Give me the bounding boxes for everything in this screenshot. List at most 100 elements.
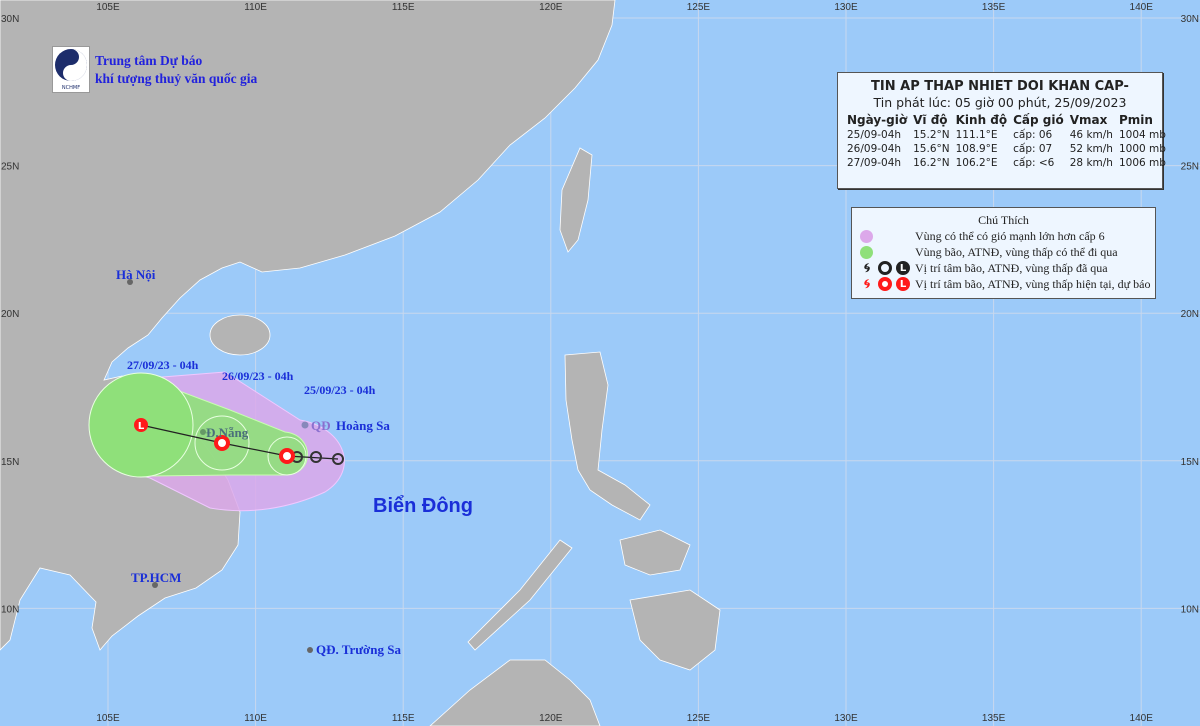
- logo-emblem: NCHMF: [52, 46, 90, 93]
- date-label-26: 26/09/23 - 04h: [222, 369, 294, 383]
- logo-line-1: Trung tâm Dự báo: [95, 52, 203, 68]
- legend-item: 🌀︎ L Vị trí tâm bão, ATNĐ, vùng thấp hiệ…: [852, 276, 1155, 292]
- lon-tick-label: 130E: [834, 2, 858, 13]
- bulletin-cell: 28 km/h: [1069, 157, 1113, 169]
- legend-item: Vùng bão, ATNĐ, vùng thấp có thể đi qua: [852, 244, 1155, 260]
- lat-tick-label: 15N: [1, 457, 19, 468]
- bulletin-box: TIN AP THAP NHIET DOI KHAN CAP- Tin phát…: [837, 72, 1166, 189]
- place-hanoi: Hà Nội: [116, 267, 156, 282]
- bulletin-table: Ngày-giờ Vĩ độ Kinh độ Cấp gió Vmax Pmin 25/0…: [847, 113, 1172, 170]
- pink-zone-icon: [860, 229, 873, 243]
- bulletin-row: 27/09-04h 16.2°N 106.2°E cấp: <6 28 km/h 1006…: [847, 156, 1172, 170]
- city-dot: [200, 429, 206, 435]
- lon-tick-label: 130E: [834, 713, 858, 724]
- storm-symbol-icon: 🌀︎: [863, 276, 871, 292]
- storm-symbol-icon: 🌀︎: [863, 260, 871, 276]
- bulletin-cell: 16.2°N: [913, 157, 950, 169]
- bulletin-cell: cấp: 06: [1013, 129, 1053, 141]
- bulletin-cell: 46 km/h: [1069, 129, 1113, 141]
- bulletin-header: Kinh độ: [955, 113, 1008, 127]
- nchmf-logo: NCHMF Trung tâm Dự báo khí tượng thuỷ vă…: [52, 46, 257, 93]
- lon-tick-label: 110E: [244, 2, 267, 13]
- lat-tick-label: 30N: [1, 14, 19, 25]
- forecast-cone: L: [88, 371, 345, 512]
- low-position-icon: [134, 418, 148, 432]
- low-symbol-icon: L: [896, 261, 910, 275]
- legend-item: 🌀︎ L Vị trí tâm bão, ATNĐ, vùng thấp đã …: [852, 260, 1155, 276]
- bulletin-cell: 52 km/h: [1069, 143, 1113, 155]
- lon-tick-label: 135E: [982, 2, 1006, 13]
- legend-item: Vùng có thể có gió mạnh lớn hơn cấp 6: [852, 228, 1155, 244]
- city-dot: [127, 279, 133, 285]
- bulletin-header: Cấp gió: [1013, 113, 1064, 127]
- island-dot: [307, 647, 313, 653]
- taiwan-island: [559, 147, 593, 253]
- date-label-27: 27/09/23 - 04h: [127, 358, 199, 372]
- bulletin-header: Vmax: [1069, 113, 1108, 127]
- lon-tick-label: 110E: [244, 713, 267, 724]
- lat-tick-label: 20N: [1181, 309, 1199, 320]
- bulletin-cell: cấp: <6: [1013, 157, 1055, 169]
- bulletin-row: 26/09-04h 15.6°N 108.9°E cấp: 07 52 km/h 1000…: [847, 142, 1172, 156]
- bulletin-cell: cấp: 07: [1013, 143, 1053, 155]
- svg-text:NCHMF: NCHMF: [62, 85, 80, 91]
- bulletin-issued: Tin phát lúc: 05 giờ 00 phút, 25/09/2023: [873, 95, 1127, 110]
- bulletin-cell: 108.9°E: [955, 143, 998, 155]
- logo-line-2: khí tượng thuỷ văn quốc gia: [95, 70, 258, 86]
- bulletin-cell: 27/09-04h: [847, 157, 902, 169]
- lon-tick-label: 140E: [1130, 2, 1154, 13]
- place-hoangsa-prefix: QĐ: [311, 418, 331, 433]
- bulletin-cell: 15.2°N: [913, 129, 950, 141]
- lon-tick-label: 115E: [392, 713, 415, 724]
- bulletin-title: TIN AP THAP NHIET DOI KHAN CAP-: [871, 79, 1129, 94]
- bulletin-header: Vĩ độ: [913, 113, 948, 127]
- bulletin-cell: 1000 mb: [1118, 143, 1166, 155]
- place-truongsa: QĐ. Trường Sa: [316, 642, 401, 657]
- lon-tick-label: 125E: [687, 713, 711, 724]
- lat-tick-label: 20N: [1, 309, 19, 320]
- depression-symbol-icon: [878, 277, 892, 291]
- bulletin-cell: 111.1°E: [955, 129, 998, 141]
- bulletin-header: Pmin: [1118, 113, 1153, 127]
- forecast-circle-25: [267, 436, 307, 476]
- legend-label: Vị trí tâm bão, ATNĐ, vùng thấp đã qua: [915, 260, 1108, 275]
- legend-label: Vùng có thể có gió mạnh lớn hơn cấp 6: [915, 228, 1105, 243]
- bulletin-cell: 1004 mb: [1118, 129, 1166, 141]
- lon-tick-label: 105E: [96, 713, 120, 724]
- lat-tick-label: 25N: [1, 162, 19, 173]
- current-position-icon: [279, 448, 295, 464]
- legend-title: Chú Thích: [978, 213, 1029, 227]
- lon-tick-label: 135E: [982, 713, 1006, 724]
- low-symbol-icon: L: [896, 277, 910, 291]
- island-dot: [301, 421, 309, 429]
- past-position-icon: [332, 453, 344, 465]
- past-position-icon: [310, 451, 322, 463]
- forecast-position-icon: [214, 435, 230, 451]
- mindanao-island: [629, 589, 721, 671]
- lon-tick-label: 140E: [1130, 713, 1154, 724]
- bulletin-header: Ngày-giờ: [847, 113, 908, 127]
- legend-label: Vị trí tâm bão, ATNĐ, vùng thấp hiện tại…: [915, 276, 1151, 291]
- lat-tick-label: 10N: [1181, 604, 1199, 615]
- bulletin-row: 25/09-04h 15.2°N 111.1°E cấp: 06 46 km/h 1004…: [847, 128, 1172, 142]
- legend-label: Vùng bão, ATNĐ, vùng thấp có thể đi qua: [915, 244, 1118, 259]
- bulletin-cell: 106.2°E: [955, 157, 998, 169]
- bulletin-cell: 26/09-04h: [847, 143, 902, 155]
- forecast-circle-26: [194, 415, 250, 471]
- visayas-islands: [619, 529, 691, 576]
- bulletin-cell: 15.6°N: [913, 143, 950, 155]
- lon-tick-label: 120E: [539, 713, 563, 724]
- legend-box: Chú Thích Vùng có thể có gió mạnh lớn hơ…: [851, 207, 1156, 299]
- depression-symbol-icon: [878, 261, 892, 275]
- lon-tick-label: 125E: [687, 2, 711, 13]
- luzon-island: [564, 351, 651, 521]
- mainland-asia: [0, 0, 616, 651]
- low-symbol: L: [138, 421, 145, 432]
- hainan-island: [209, 314, 271, 356]
- lon-tick-label: 105E: [96, 2, 120, 13]
- place-hcm: TP.HCM: [131, 570, 181, 585]
- lat-tick-label: 30N: [1181, 14, 1199, 25]
- lon-tick-label: 120E: [539, 2, 563, 13]
